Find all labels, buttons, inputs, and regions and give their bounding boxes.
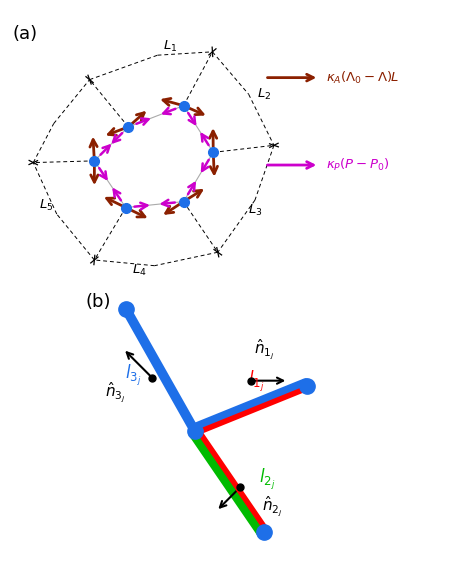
Text: (b): (b) bbox=[86, 293, 111, 311]
Text: $L_5$: $L_5$ bbox=[39, 198, 54, 213]
Text: $\kappa_P(P - P_0)$: $\kappa_P(P - P_0)$ bbox=[326, 157, 389, 173]
Text: $\hat{n}_{3_j}$: $\hat{n}_{3_j}$ bbox=[105, 381, 126, 405]
Text: $l_{3_j}$: $l_{3_j}$ bbox=[125, 363, 142, 388]
Text: $L_2$: $L_2$ bbox=[257, 87, 271, 102]
Text: $L_4$: $L_4$ bbox=[132, 262, 146, 278]
Text: $L_3$: $L_3$ bbox=[248, 203, 262, 218]
Text: $\hat{n}_{2_j}$: $\hat{n}_{2_j}$ bbox=[262, 495, 283, 519]
Text: $l_{2_j}$: $l_{2_j}$ bbox=[259, 466, 275, 492]
Text: $l_{1_j}$: $l_{1_j}$ bbox=[248, 369, 264, 394]
Text: $\hat{n}_{1_j}$: $\hat{n}_{1_j}$ bbox=[254, 338, 274, 362]
Text: $\kappa_A(\Lambda_0 - \Lambda)L$: $\kappa_A(\Lambda_0 - \Lambda)L$ bbox=[326, 70, 399, 86]
Text: (a): (a) bbox=[12, 25, 37, 43]
Text: $L_1$: $L_1$ bbox=[163, 39, 177, 54]
